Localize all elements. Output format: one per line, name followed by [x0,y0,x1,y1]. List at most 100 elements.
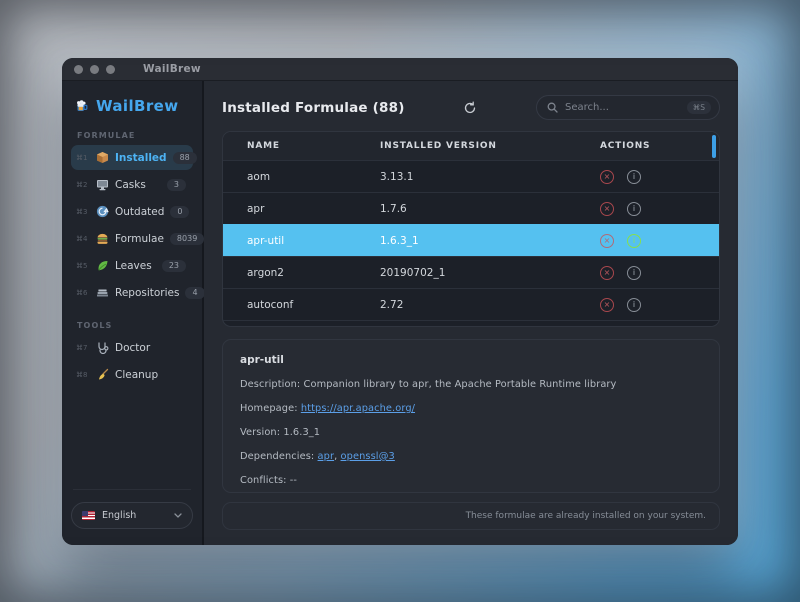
uninstall-button[interactable]: × [600,201,614,216]
chevron-down-icon [174,513,182,518]
window-title: WailBrew [143,63,201,75]
formula-detail-panel: apr-util Description: Companion library … [222,339,720,493]
search-input[interactable] [565,102,680,113]
language-label: English [102,510,137,521]
formula-version: 2.72 [380,298,404,311]
search-box[interactable]: ⌘S [536,95,720,120]
status-bar: These formulae are already installed on … [222,502,720,530]
uninstall-button[interactable]: × [600,297,614,312]
shortcut-label: ⌘1 [76,153,88,162]
detail-title: apr-util [240,354,284,366]
main-header: Installed Formulae (88) ⌘S [204,81,738,131]
count-badge: 88 [172,151,197,164]
stethoscope-icon [95,341,109,355]
page-title: Installed Formulae (88) [222,99,405,116]
detail-homepage: Homepage: https://apr.apache.org/ [240,403,416,414]
sidebar-item-formulae[interactable]: ⌘4 Formulae 8039 [71,226,205,251]
homepage-link[interactable]: https://apr.apache.org/ [300,403,416,414]
monitor-icon [95,178,109,192]
sidebar-item-label: Cleanup [115,368,159,381]
detail-description: Description: Companion library to apr, t… [240,379,617,390]
formula-name: autoconf [247,298,294,311]
sidebar-item-label: Formulae [115,232,164,245]
count-badge: 0 [170,205,190,218]
table-header: NAME INSTALLED VERSION ACTIONS [223,132,719,160]
brand-name: WailBrew [96,97,179,115]
shortcut-label: ⌘2 [76,180,88,189]
status-message: These formulae are already installed on … [465,511,706,521]
table-row[interactable]: aom 3.13.1 × i [223,160,719,192]
table-row-selected[interactable]: apr-util 1.6.3_1 × i [223,224,719,256]
sidebar-divider [73,489,191,490]
refresh-button[interactable] [461,99,479,117]
package-icon [95,151,109,165]
beer-mug-icon [75,99,89,113]
shortcut-label: ⌘3 [76,207,88,216]
shortcut-label: ⌘4 [76,234,88,243]
info-button[interactable]: i [627,169,641,184]
search-icon [547,102,558,113]
sidebar-item-label: Repositories [115,286,180,299]
uninstall-button[interactable]: × [600,233,614,248]
dependency-link[interactable]: openssl@3 [340,451,395,462]
sidebar-item-repositories[interactable]: ⌘6 Repositories 4 [71,280,205,305]
info-button[interactable]: i [627,297,641,312]
sidebar-item-leaves[interactable]: ⌘5 Leaves 23 [71,253,193,278]
close-window-button[interactable] [74,64,83,74]
sidebar-item-cleanup[interactable]: ⌘8 Cleanup [71,362,193,387]
app-window: WailBrew WailBrew FORM [62,58,738,545]
uninstall-button[interactable]: × [600,265,614,280]
formula-name: apr [247,202,265,215]
update-icon [95,205,109,219]
table-row-partial[interactable]: × i [223,320,719,326]
info-button[interactable]: i [627,201,641,216]
sidebar-item-label: Casks [115,178,146,191]
traffic-lights [74,64,115,74]
count-badge: 8039 [169,232,205,245]
sidebar-item-outdated[interactable]: ⌘3 Outdated 0 [71,199,193,224]
leaf-icon [95,259,109,273]
language-select[interactable]: English [71,502,193,529]
broom-icon [95,368,109,382]
formulae-section-label: FORMULAE [77,131,136,140]
detail-version: Version: 1.6.3_1 [240,427,321,438]
minimize-window-button[interactable] [90,64,99,74]
count-badge: 23 [161,259,186,272]
zoom-window-button[interactable] [106,64,115,74]
formula-version: 1.7.6 [380,202,407,215]
sidebar-item-label: Installed [115,151,167,164]
app-logo: WailBrew [71,93,193,127]
shortcut-label: ⌘8 [76,370,88,379]
sidebar: WailBrew FORMULAE ⌘1 Installed 88 ⌘2 Cas… [62,81,205,545]
books-icon [95,286,109,300]
shortcut-label: ⌘5 [76,261,88,270]
sidebar-item-doctor[interactable]: ⌘7 Doctor [71,335,193,360]
formula-name: apr-util [247,234,285,247]
formula-version: 1.6.3_1 [380,234,419,247]
table-row[interactable]: argon2 20190702_1 × i [223,256,719,288]
main-panel: Installed Formulae (88) ⌘S NAME INS [204,81,738,545]
shortcut-label: ⌘7 [76,343,88,352]
column-header-version: INSTALLED VERSION [380,141,497,151]
column-header-actions: ACTIONS [600,141,651,151]
info-button[interactable]: i [627,233,641,248]
sidebar-item-installed[interactable]: ⌘1 Installed 88 [71,145,197,170]
formula-version: 20190702_1 [380,266,446,279]
info-button[interactable]: i [627,265,641,280]
count-badge: 3 [166,178,186,191]
sidebar-item-label: Doctor [115,341,151,354]
dependency-link[interactable]: apr [317,451,335,462]
us-flag-icon [82,511,95,520]
sidebar-item-casks[interactable]: ⌘2 Casks 3 [71,172,193,197]
count-badge: 4 [185,286,205,299]
uninstall-button[interactable]: × [600,169,614,184]
formulae-table: NAME INSTALLED VERSION ACTIONS aom 3.13.… [222,131,720,327]
table-scrollbar[interactable] [712,135,716,158]
table-row[interactable]: autoconf 2.72 × i [223,288,719,320]
search-shortcut-badge: ⌘S [686,101,711,114]
formula-version: 3.13.1 [380,170,414,183]
tools-section-label: TOOLS [77,321,113,330]
table-row[interactable]: apr 1.7.6 × i [223,192,719,224]
sidebar-item-label: Leaves [115,259,152,272]
detail-conflicts: Conflicts: -- [240,475,298,486]
